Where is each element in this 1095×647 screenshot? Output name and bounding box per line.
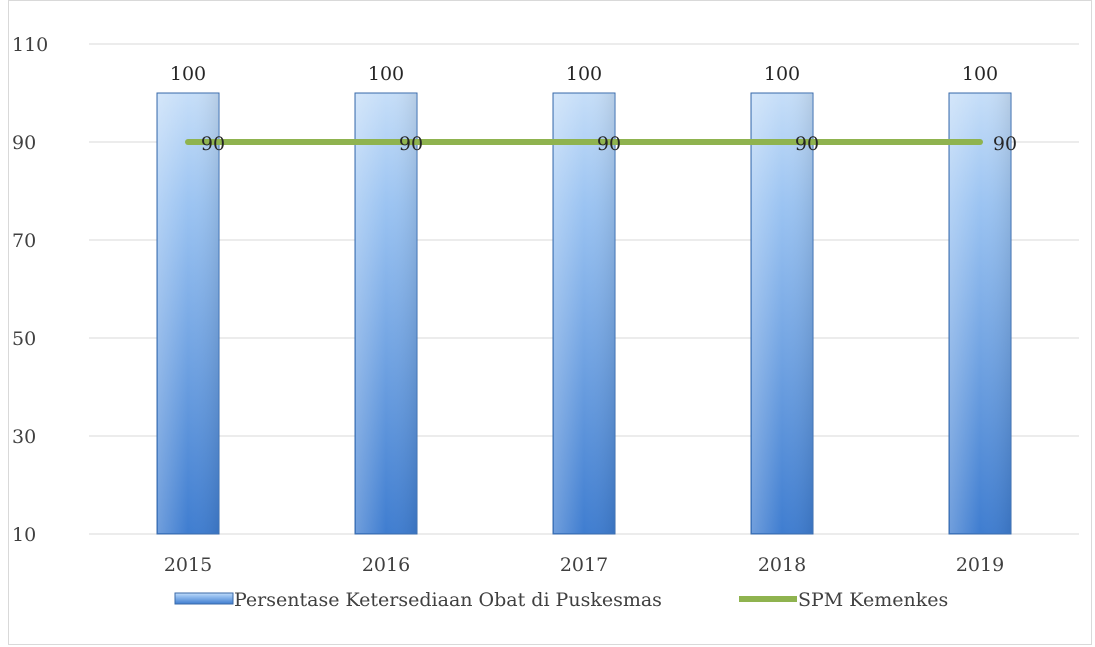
line-data-label: 90 [201,133,225,155]
x-axis-ticks: 2015 2016 2017 2018 2019 [164,554,1004,576]
bar-data-label: 100 [962,63,998,85]
bar-data-label: 100 [170,63,206,85]
bar-shine [950,94,1010,533]
y-tick-label: 70 [12,230,36,252]
bar-shine [554,94,614,533]
line-data-label: 90 [993,133,1017,155]
x-tick-label: 2019 [956,554,1004,576]
y-tick-label: 50 [12,328,36,350]
legend-swatch-bars [174,592,234,605]
bar [354,92,418,535]
y-tick-label: 110 [12,34,48,56]
legend-label-bars: Persentase Ketersediaan Obat di Puskesma… [234,589,662,611]
bar-shine [158,94,218,533]
bar-shine [356,94,416,533]
legend-item-bars: Persentase Ketersediaan Obat di Puskesma… [174,589,662,611]
bar-data-label: 100 [764,63,800,85]
bar [156,92,220,535]
data-labels: 100 100 100 100 100 90 90 90 90 90 [170,63,1017,155]
bar-data-label: 100 [566,63,602,85]
line-data-label: 90 [795,133,819,155]
bar-shine [752,94,812,533]
x-tick-label: 2016 [362,554,410,576]
x-tick-label: 2015 [164,554,212,576]
bar [552,92,616,535]
y-axis-ticks: 10 30 50 70 90 110 [12,34,48,546]
legend-label-line: SPM Kemenkes [798,589,948,611]
bar [750,92,814,535]
chart-frame: 10 30 50 70 90 110 100 100 100 100 100 90 90 90 90 90 … [8,0,1092,645]
bar [948,92,1012,535]
line-data-label: 90 [597,133,621,155]
legend-item-line: SPM Kemenkes [739,589,948,611]
y-tick-label: 90 [12,132,36,154]
y-tick-label: 30 [12,426,36,448]
y-tick-label: 10 [12,524,36,546]
x-tick-label: 2018 [758,554,806,576]
x-tick-label: 2017 [560,554,608,576]
bar-series [156,92,1012,535]
legend: Persentase Ketersediaan Obat di Puskesma… [174,589,948,611]
line-data-label: 90 [399,133,423,155]
bar-data-label: 100 [368,63,404,85]
